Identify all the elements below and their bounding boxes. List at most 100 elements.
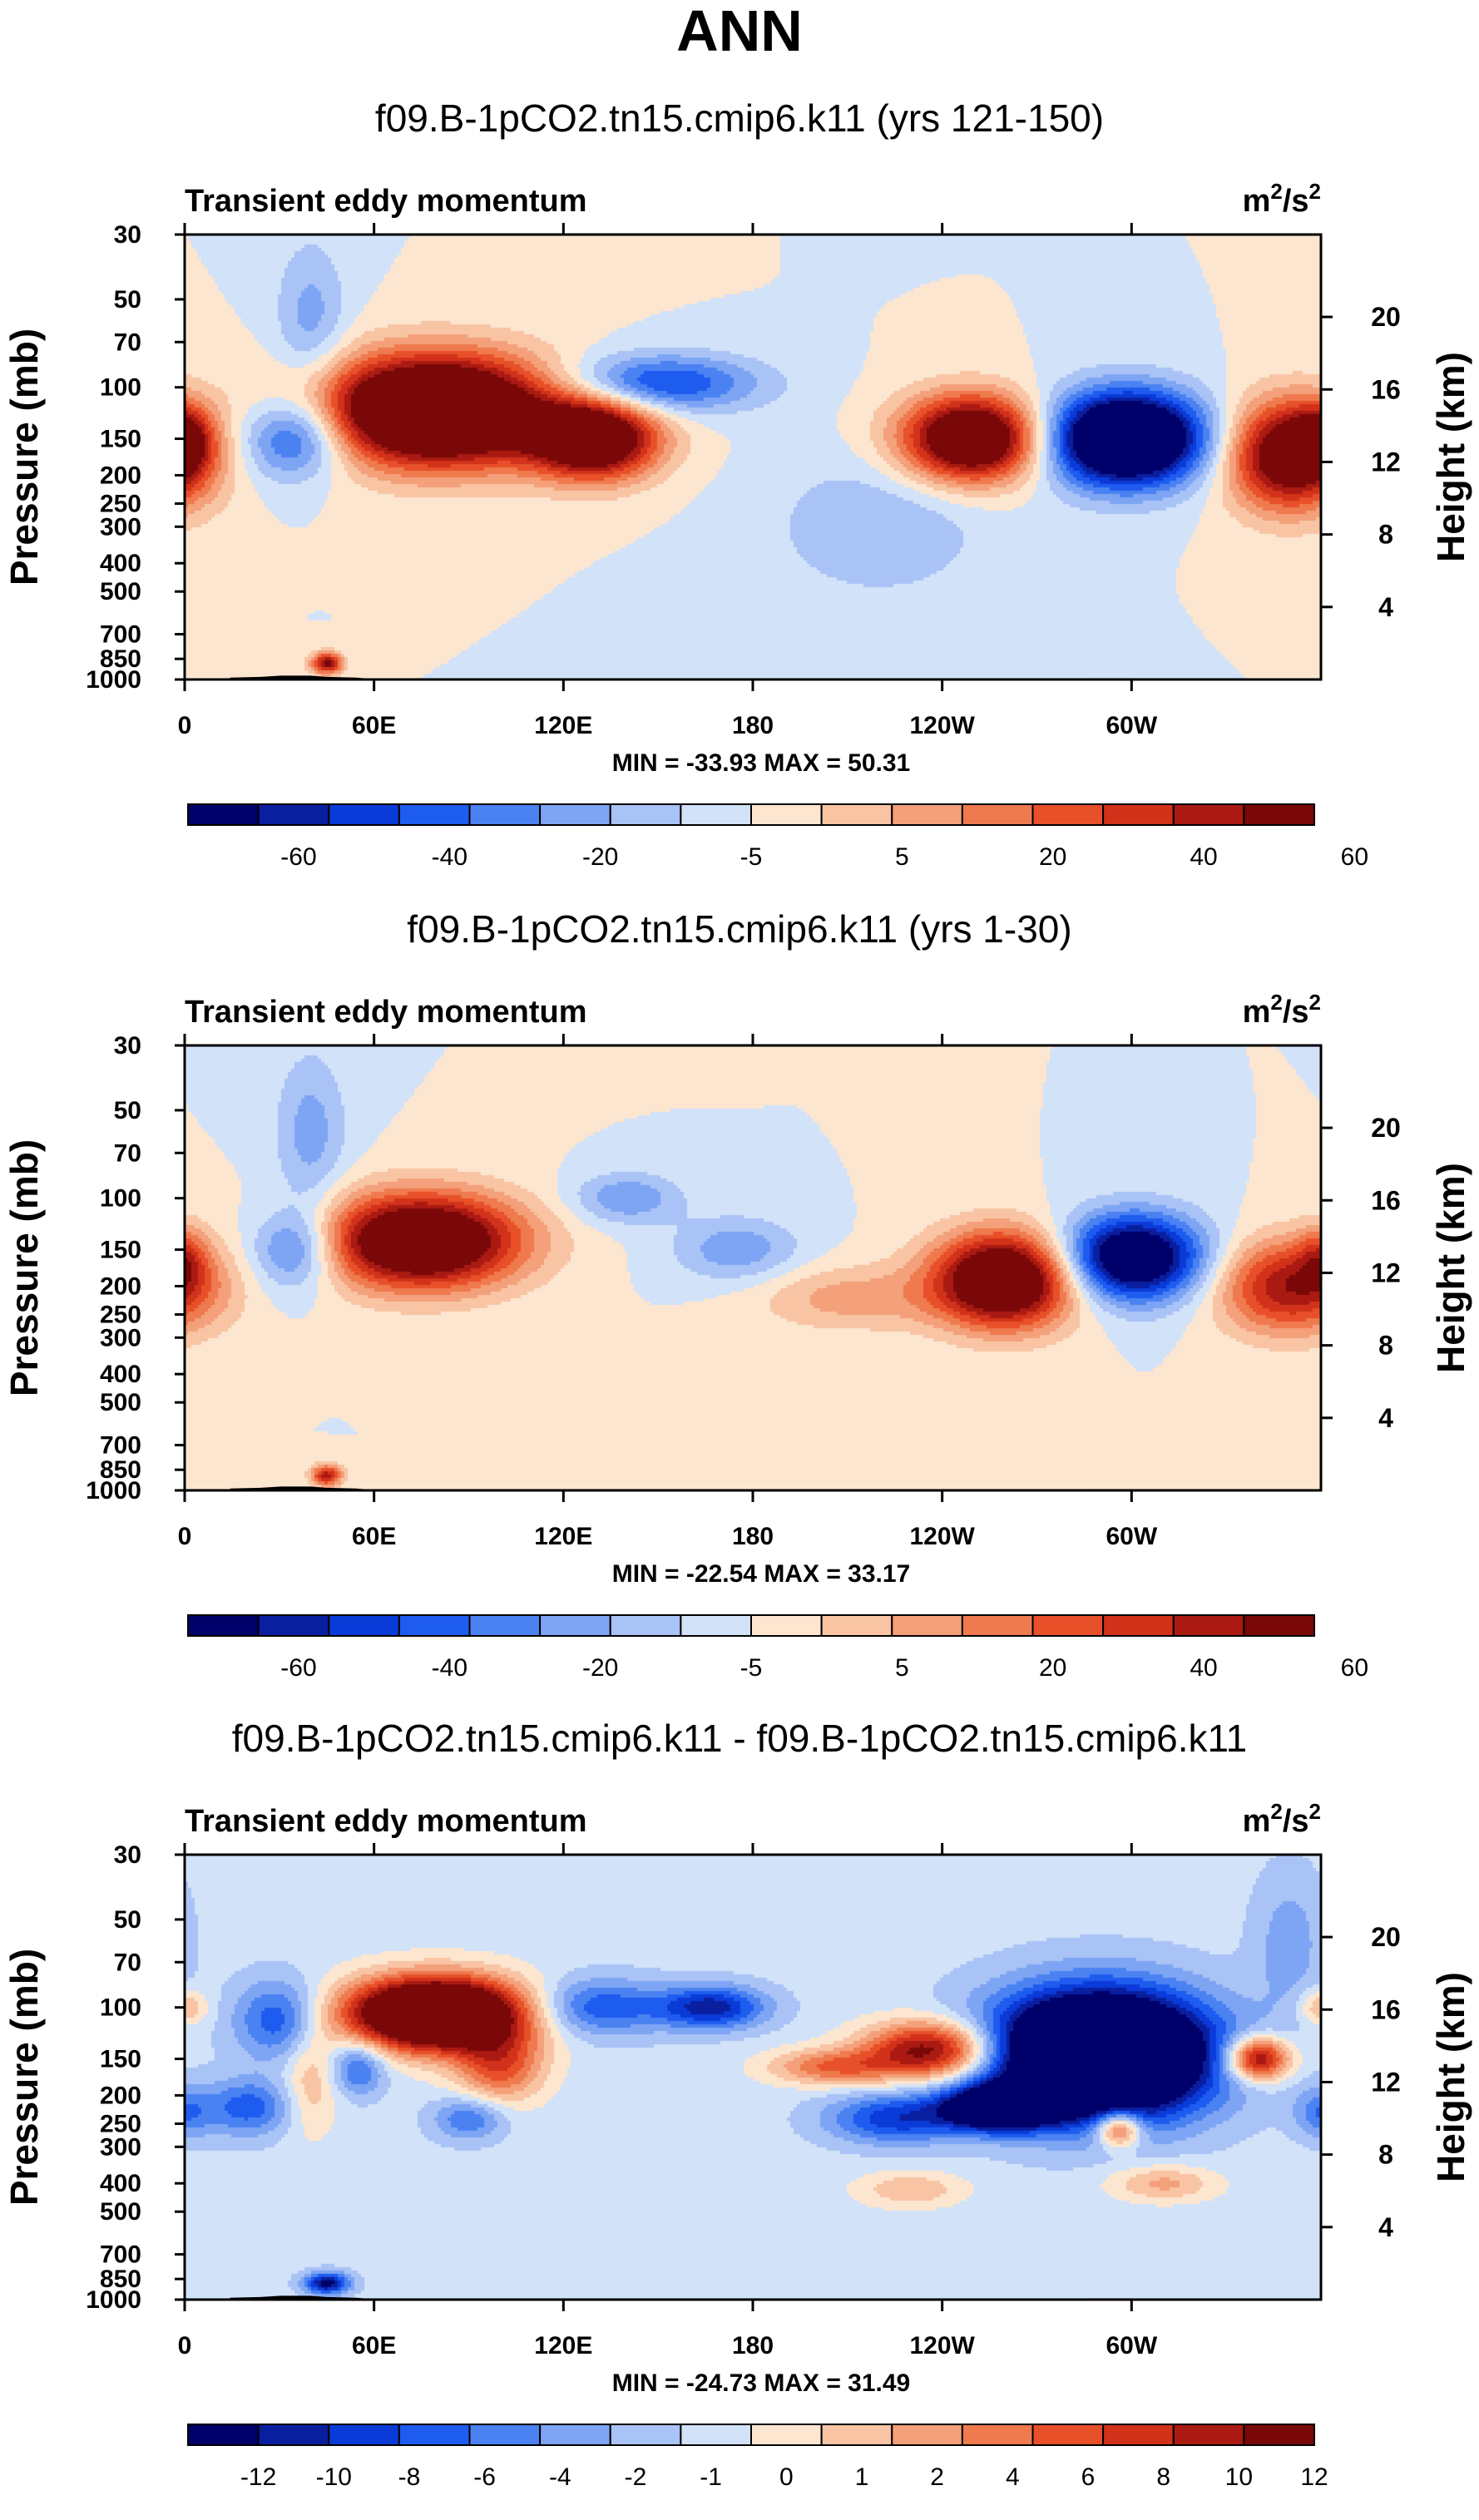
colorbar-box bbox=[820, 803, 893, 826]
colorbar-label: -10 bbox=[316, 2463, 352, 2491]
y2-axis-title: Height (km) bbox=[1429, 1972, 1472, 2182]
colorbar-box bbox=[398, 1614, 471, 1637]
x-tick-label: 60W bbox=[1106, 2332, 1157, 2359]
colorbar-label: -40 bbox=[432, 843, 467, 871]
colorbar-label: -6 bbox=[473, 2463, 496, 2491]
colorbar-box bbox=[328, 803, 400, 826]
y-tick-label: 30 bbox=[114, 1032, 141, 1060]
heatmap-field bbox=[185, 235, 1321, 679]
colorbar-label: -5 bbox=[740, 1654, 763, 1682]
y-tick-label: 50 bbox=[114, 1097, 141, 1124]
height-tick-label: 12 bbox=[1371, 2067, 1401, 2097]
height-tick-label: 8 bbox=[1378, 1331, 1393, 1361]
colorbar-label: 1 bbox=[855, 2463, 869, 2491]
colorbar-label: -4 bbox=[549, 2463, 571, 2491]
colorbar-label: 20 bbox=[1039, 1654, 1066, 1682]
x-tick-label: 60W bbox=[1106, 1523, 1157, 1550]
y-tick-label: 700 bbox=[100, 621, 141, 649]
height-tick-label: 4 bbox=[1378, 592, 1393, 622]
variable-label: Transient eddy momentum bbox=[185, 1804, 587, 1839]
units-label: m2/s2 bbox=[1243, 990, 1321, 1030]
height-tick-label: 4 bbox=[1378, 2212, 1393, 2242]
y-tick-label: 50 bbox=[114, 1906, 141, 1934]
colorbar-label: 10 bbox=[1225, 2463, 1253, 2491]
colorbar-label: 60 bbox=[1341, 843, 1368, 871]
height-tick-label: 8 bbox=[1378, 2140, 1393, 2170]
colorbar-label: 8 bbox=[1156, 2463, 1170, 2491]
panel-2: f09.B-1pCO2.tn15.cmip6.k11 (yrs 1-30) Tr… bbox=[0, 904, 1479, 1711]
colorbar-label: -20 bbox=[582, 1654, 618, 1682]
colorbar-label: 12 bbox=[1300, 2463, 1328, 2491]
y-axis-title: Pressure (mb) bbox=[2, 1949, 46, 2206]
heatmap-field bbox=[185, 1855, 1321, 2300]
colorbar-box bbox=[609, 803, 682, 826]
colorbar-box bbox=[257, 803, 330, 826]
colorbar-box bbox=[328, 1614, 400, 1637]
colorbar-box bbox=[1172, 2424, 1245, 2446]
panel-3-plot: Transient eddy momentum m2/s20 60E 120E 180 1… bbox=[2, 1799, 1472, 2491]
colorbar-box bbox=[1172, 1614, 1245, 1637]
y-tick-label: 500 bbox=[100, 1389, 141, 1416]
x-tick-label: 180 bbox=[732, 2332, 774, 2359]
y-tick-label: 300 bbox=[100, 513, 141, 541]
colorbar-box bbox=[1243, 1614, 1315, 1637]
y-tick-label: 850 bbox=[100, 2266, 141, 2293]
y-tick-label: 150 bbox=[100, 2046, 141, 2073]
height-tick-label: 12 bbox=[1371, 447, 1401, 477]
y-tick-label: 100 bbox=[100, 374, 141, 402]
colorbar-box bbox=[961, 1614, 1034, 1637]
y-tick-label: 250 bbox=[100, 490, 141, 517]
panel-title: f09.B-1pCO2.tn15.cmip6.k11 (yrs 1-30) bbox=[407, 907, 1072, 951]
y-tick-label: 250 bbox=[100, 2110, 141, 2137]
main-title: ANN bbox=[676, 0, 803, 63]
colorbar-label: -40 bbox=[432, 1654, 467, 1682]
colorbar-box bbox=[891, 2424, 963, 2446]
colorbar-label: -12 bbox=[240, 2463, 276, 2491]
y-tick-label: 300 bbox=[100, 2133, 141, 2161]
y-tick-label: 250 bbox=[100, 1301, 141, 1328]
x-tick-label: 60E bbox=[352, 712, 396, 739]
colorbar-box bbox=[257, 1614, 330, 1637]
colorbar-label: -8 bbox=[398, 2463, 421, 2491]
min-max-stats: MIN = -33.93 MAX = 50.31 bbox=[612, 749, 911, 777]
height-tick-label: 4 bbox=[1378, 1403, 1393, 1433]
colorbar-box bbox=[680, 2424, 752, 2446]
x-tick-label: 120W bbox=[909, 1523, 975, 1550]
colorbar-box bbox=[961, 803, 1034, 826]
variable-label: Transient eddy momentum bbox=[185, 184, 587, 219]
height-tick-label: 20 bbox=[1371, 1113, 1401, 1143]
y-tick-label: 400 bbox=[100, 550, 141, 577]
colorbar-box bbox=[820, 1614, 893, 1637]
colorbar-label: -2 bbox=[625, 2463, 647, 2491]
y-tick-label: 70 bbox=[114, 329, 141, 356]
y-tick-label: 1000 bbox=[86, 666, 141, 694]
height-tick-label: 16 bbox=[1371, 374, 1401, 404]
y2-axis-title: Height (km) bbox=[1429, 1163, 1472, 1373]
colorbar-label: -5 bbox=[740, 843, 763, 871]
y2-axis-title: Height (km) bbox=[1429, 352, 1472, 562]
colorbar-box bbox=[891, 1614, 963, 1637]
colorbar-label: -60 bbox=[280, 1654, 316, 1682]
colorbar-box bbox=[257, 2424, 330, 2446]
height-tick-label: 16 bbox=[1371, 1994, 1401, 2024]
x-tick-label: 60W bbox=[1106, 712, 1157, 739]
y-tick-label: 100 bbox=[100, 1185, 141, 1213]
topography bbox=[230, 2295, 367, 2299]
colorbar-box bbox=[187, 2424, 260, 2446]
colorbar-box bbox=[398, 803, 471, 826]
y-tick-label: 100 bbox=[100, 1994, 141, 2022]
y-tick-label: 1000 bbox=[86, 2286, 141, 2314]
colorbar-box bbox=[187, 803, 260, 826]
colorbar-box bbox=[1172, 803, 1245, 826]
units-label: m2/s2 bbox=[1243, 1799, 1321, 1839]
height-tick-label: 16 bbox=[1371, 1185, 1401, 1215]
min-max-stats: MIN = -22.54 MAX = 33.17 bbox=[612, 1560, 911, 1588]
y-axis-title: Pressure (mb) bbox=[2, 329, 46, 586]
colorbar-label: 0 bbox=[779, 2463, 794, 2491]
x-tick-label: 120E bbox=[534, 1523, 592, 1550]
colorbar-box bbox=[1031, 803, 1105, 826]
colorbar-label: 4 bbox=[1006, 2463, 1020, 2491]
topography bbox=[230, 1486, 367, 1490]
colorbar-box bbox=[750, 803, 823, 826]
